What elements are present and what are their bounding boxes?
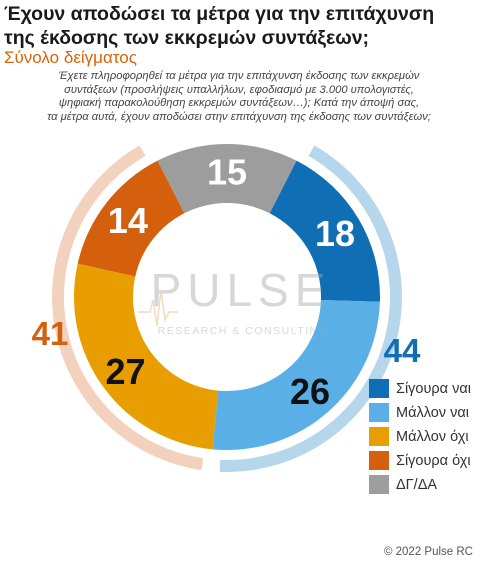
group-total-positive: 44 bbox=[384, 332, 421, 369]
chart-subtitle: Σύνολο δείγματος bbox=[4, 48, 137, 67]
slice-value-label: 18 bbox=[315, 213, 355, 254]
donut-slice-σιγουρα-ναι bbox=[269, 160, 380, 302]
value-labels: 18 26 27 14 15 44 41 bbox=[32, 152, 421, 413]
legend-swatch bbox=[369, 379, 389, 398]
legend-item-mallon-nai: Μάλλον ναι bbox=[369, 403, 471, 422]
legend-label: Σίγουρα όχι bbox=[396, 452, 471, 469]
slice-value-label: 14 bbox=[108, 200, 148, 241]
inner-ring bbox=[73, 144, 380, 450]
group-total-negative: 41 bbox=[32, 315, 69, 352]
legend-item-sigoura-nai: Σίγουρα ναι bbox=[369, 379, 471, 398]
group-arc-negative bbox=[52, 145, 204, 471]
donut-slice-μαλλον-ναι bbox=[212, 299, 380, 450]
legend-label: Μάλλον όχι bbox=[396, 428, 469, 445]
legend-item-mallon-ochi: Μάλλον όχι bbox=[369, 427, 471, 446]
chart-title: Έχουν αποδώσει τα μέτρα για την επιτάχυν… bbox=[4, 2, 480, 50]
watermark-pulse-line-icon bbox=[138, 289, 178, 327]
legend-label: Σίγουρα ναι bbox=[396, 380, 471, 397]
legend-swatch bbox=[369, 427, 389, 446]
legend-label: ΔΓ/ΔΑ bbox=[396, 476, 438, 493]
legend-item-sigoura-ochi: Σίγουρα όχι bbox=[369, 451, 471, 470]
watermark-sub-text: RESEARCH & CONSULTING bbox=[158, 325, 329, 337]
question-line-1: Έχετε πληροφορηθεί τα μέτρα για την επιτ… bbox=[58, 70, 420, 82]
slice-value-label: 15 bbox=[207, 152, 247, 193]
question-line-4: τα μέτρα αυτά, έχουν αποδώσει στην επιτά… bbox=[47, 110, 431, 123]
outer-ring bbox=[52, 145, 403, 472]
pulse-watermark: PULSE RESEARCH & CONSULTING bbox=[138, 264, 332, 337]
slice-value-label: 26 bbox=[290, 371, 330, 412]
slice-value-label: 27 bbox=[105, 351, 145, 392]
question-line-3: ψηφιακή παρακολούθηση εκκρεμών συντάξεων… bbox=[58, 97, 420, 110]
donut-slice-σιγουρα-οχι bbox=[77, 160, 185, 277]
chart-title-line-2: της έκδοσης των εκκρεμών συντάξεων; bbox=[4, 27, 370, 49]
legend-swatch bbox=[369, 475, 389, 494]
question-text: Έχετε πληροφορηθεί τα μέτρα για την επιτ… bbox=[2, 70, 476, 124]
watermark-main-text: PULSE bbox=[151, 264, 332, 316]
donut-slice-μαλλον-οχι bbox=[73, 263, 219, 450]
donut-slice-δγ-δα bbox=[157, 144, 297, 214]
copyright: © 2022 Pulse RC bbox=[383, 546, 473, 558]
legend-item-dg-da: ΔΓ/ΔΑ bbox=[369, 475, 471, 494]
legend-swatch bbox=[369, 451, 389, 470]
legend: Σίγουρα ναι Μάλλον ναι Μάλλον όχι Σίγουρ… bbox=[369, 379, 471, 499]
question-line-2: συντάξεων (προσλήψεις υπαλλήλων, εφοδιασ… bbox=[64, 83, 414, 96]
legend-swatch bbox=[369, 403, 389, 422]
chart-title-line-1: Έχουν αποδώσει τα μέτρα για την επιτάχυν… bbox=[4, 3, 435, 25]
legend-label: Μάλλον ναι bbox=[396, 404, 469, 421]
